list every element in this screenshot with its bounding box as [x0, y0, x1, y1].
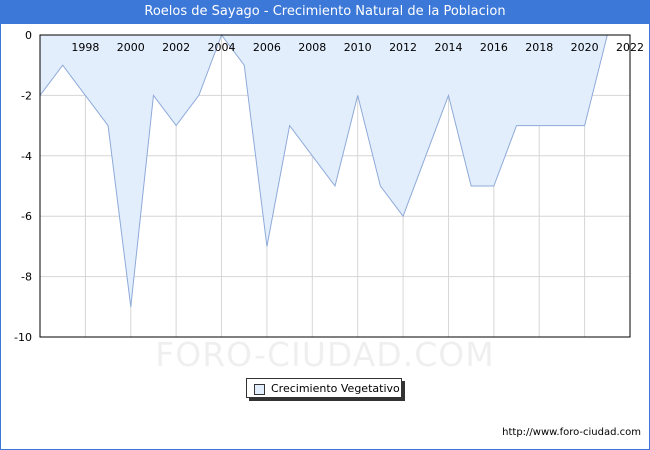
- x-tick-label: 2012: [389, 41, 417, 54]
- y-tick-label: -2: [21, 89, 32, 102]
- x-tick-label: 2006: [253, 41, 281, 54]
- series-line: [39, 33, 608, 307]
- y-tick-label: -6: [21, 210, 32, 223]
- x-tick-label: 2014: [434, 41, 462, 54]
- x-tick-label: 2004: [208, 41, 236, 54]
- x-tick-label: 2020: [571, 41, 599, 54]
- x-tick-label: 2022: [616, 41, 644, 54]
- y-tick-label: -4: [21, 150, 32, 163]
- source-url: http://www.foro-ciudad.com: [502, 427, 641, 438]
- legend-swatch: [254, 384, 265, 395]
- x-tick-label: 2018: [525, 41, 553, 54]
- watermark: FORO-CIUDAD.COM: [155, 335, 495, 374]
- y-tick-label: -8: [21, 271, 32, 284]
- x-tick-label: 2008: [298, 41, 326, 54]
- legend-label: Crecimiento Vegetativo: [271, 382, 400, 395]
- y-tick-label: -10: [14, 331, 32, 344]
- legend: Crecimiento Vegetativo: [246, 378, 402, 398]
- x-tick-label: 1998: [71, 41, 99, 54]
- plot-border: [39, 34, 631, 338]
- x-tick-label: 2002: [162, 41, 190, 54]
- y-tick-label: 0: [25, 29, 32, 42]
- x-tick-label: 2010: [344, 41, 372, 54]
- x-tick-label: 2000: [117, 41, 145, 54]
- chart-title: Roelos de Sayago - Crecimiento Natural d…: [0, 0, 650, 24]
- x-tick-label: 2016: [480, 41, 508, 54]
